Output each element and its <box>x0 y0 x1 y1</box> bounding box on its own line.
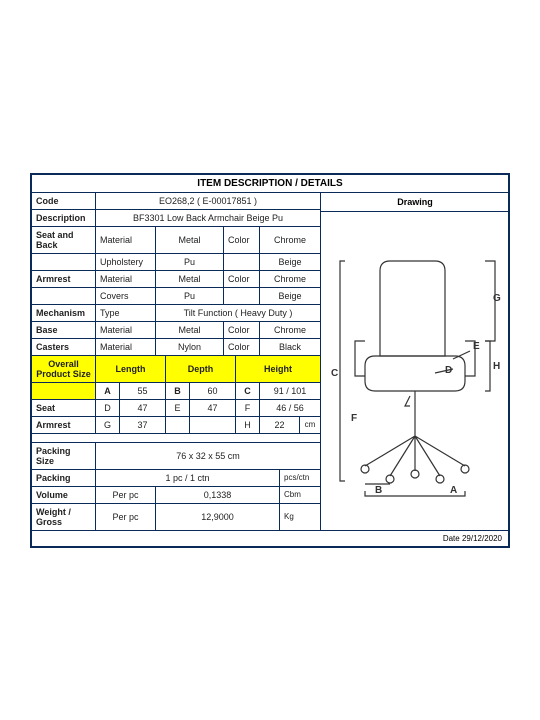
svg-text:E: E <box>473 341 480 352</box>
seatback-row1: Seat and Back Material Metal Color Chrom… <box>32 227 320 254</box>
weight-row: Weight / Gross Per pc 12,9000 Kg <box>32 504 320 530</box>
type-label: Type <box>96 305 156 321</box>
dims-seat: Seat D 47 E 47 F 46 / 56 <box>32 400 320 417</box>
base-mat: Metal <box>156 322 224 338</box>
svg-text:A: A <box>450 485 457 496</box>
base-label: Base <box>32 322 96 338</box>
mechanism-type: Tilt Function ( Heavy Duty ) <box>156 305 320 321</box>
svg-text:F: F <box>351 413 357 424</box>
upholstery-label: Upholstery <box>96 254 156 270</box>
casters-label: Casters <box>32 339 96 355</box>
sb-mat-color: Chrome <box>260 227 320 253</box>
dim-B: 60 <box>190 383 236 399</box>
armrest-row2: Covers Pu Beige <box>32 288 320 305</box>
volume-row: Volume Per pc 0,1338 Cbm <box>32 487 320 504</box>
cast-color: Black <box>260 339 320 355</box>
mechanism-label: Mechanism <box>32 305 96 321</box>
volume-unit: Cbm <box>280 487 320 503</box>
dim-F: 46 / 56 <box>260 400 320 416</box>
date-label: Date <box>443 534 460 543</box>
volume-value: 0,1338 <box>156 487 280 503</box>
length-label: Length <box>96 356 166 382</box>
drawing-panel: Drawing <box>320 193 509 530</box>
material-label: Material <box>96 227 156 253</box>
packing-row: Packing 1 pc / 1 ctn pcs/ctn <box>32 470 320 487</box>
dim-D: 47 <box>120 400 166 416</box>
dims-header: Overall Product Size Length Depth Height <box>32 356 320 383</box>
svg-text:C: C <box>331 368 338 379</box>
depth-label: Depth <box>166 356 236 382</box>
date-value: 29/12/2020 <box>462 534 502 543</box>
packing-size-row: Packing Size 76 x 32 x 55 cm <box>32 443 320 470</box>
dim-H: 22 <box>260 417 300 433</box>
desc-label: Description <box>32 210 96 226</box>
seatback-label: Seat and Back <box>32 227 96 253</box>
dims-armrest: Armrest G 37 H 22 cm <box>32 417 320 434</box>
covers-label: Covers <box>96 288 156 304</box>
casters-row: Casters Material Nylon Color Black <box>32 339 320 356</box>
weight-value: 12,9000 <box>156 504 280 530</box>
arm-mat-color: Chrome <box>260 271 320 287</box>
svg-text:H: H <box>493 361 500 372</box>
arm-material: Metal <box>156 271 224 287</box>
color-label: Color <box>224 227 260 253</box>
dims-unit: cm <box>300 417 320 433</box>
dim-E: 47 <box>190 400 236 416</box>
svg-text:B: B <box>375 485 382 496</box>
weight-unit: Kg <box>280 504 320 530</box>
packing-size-label: Packing Size <box>32 443 96 469</box>
chair-diagram: C G H E D F B A <box>325 241 505 501</box>
dim-G: 37 <box>120 417 166 433</box>
packing-size-value: 76 x 32 x 55 cm <box>96 443 320 469</box>
desc-value: BF3301 Low Back Armchair Beige Pu <box>96 210 320 226</box>
code-row: Code EO268,2 ( E-00017851 ) <box>32 193 320 210</box>
code-label: Code <box>32 193 96 209</box>
arm-cov: Pu <box>156 288 224 304</box>
base-row: Base Material Metal Color Chrome <box>32 322 320 339</box>
volume-label: Volume <box>32 487 96 503</box>
arm-cov-color: Beige <box>260 288 320 304</box>
dim-C: 91 / 101 <box>260 383 320 399</box>
sb-uph: Pu <box>156 254 224 270</box>
packing-unit: pcs/ctn <box>280 470 320 486</box>
cast-mat: Nylon <box>156 339 224 355</box>
footer: Date 29/12/2020 <box>32 530 508 546</box>
seatback-row2: Upholstery Pu Beige <box>32 254 320 271</box>
dim-A: 55 <box>120 383 166 399</box>
dims-overall: A 55 B 60 C 91 / 101 <box>32 383 320 400</box>
armrest-label: Armrest <box>32 271 96 287</box>
sb-uph-color: Beige <box>260 254 320 270</box>
base-color: Chrome <box>260 322 320 338</box>
sb-material: Metal <box>156 227 224 253</box>
svg-text:D: D <box>445 365 452 376</box>
drawing-label: Drawing <box>321 193 509 212</box>
sheet-title: ITEM DESCRIPTION / DETAILS <box>32 175 508 193</box>
height-label: Height <box>236 356 320 382</box>
code-value: EO268,2 ( E-00017851 ) <box>96 193 320 209</box>
packing-value: 1 pc / 1 ctn <box>96 470 280 486</box>
mechanism-row: Mechanism Type Tilt Function ( Heavy Dut… <box>32 305 320 322</box>
overall-size-label: Overall Product Size <box>32 356 96 382</box>
spec-sheet: ITEM DESCRIPTION / DETAILS Code EO268,2 … <box>30 173 510 548</box>
svg-text:G: G <box>493 293 501 304</box>
desc-row: Description BF3301 Low Back Armchair Bei… <box>32 210 320 227</box>
weight-label: Weight / Gross <box>32 504 96 530</box>
packing-label: Packing <box>32 470 96 486</box>
armrest-row1: Armrest Material Metal Color Chrome <box>32 271 320 288</box>
